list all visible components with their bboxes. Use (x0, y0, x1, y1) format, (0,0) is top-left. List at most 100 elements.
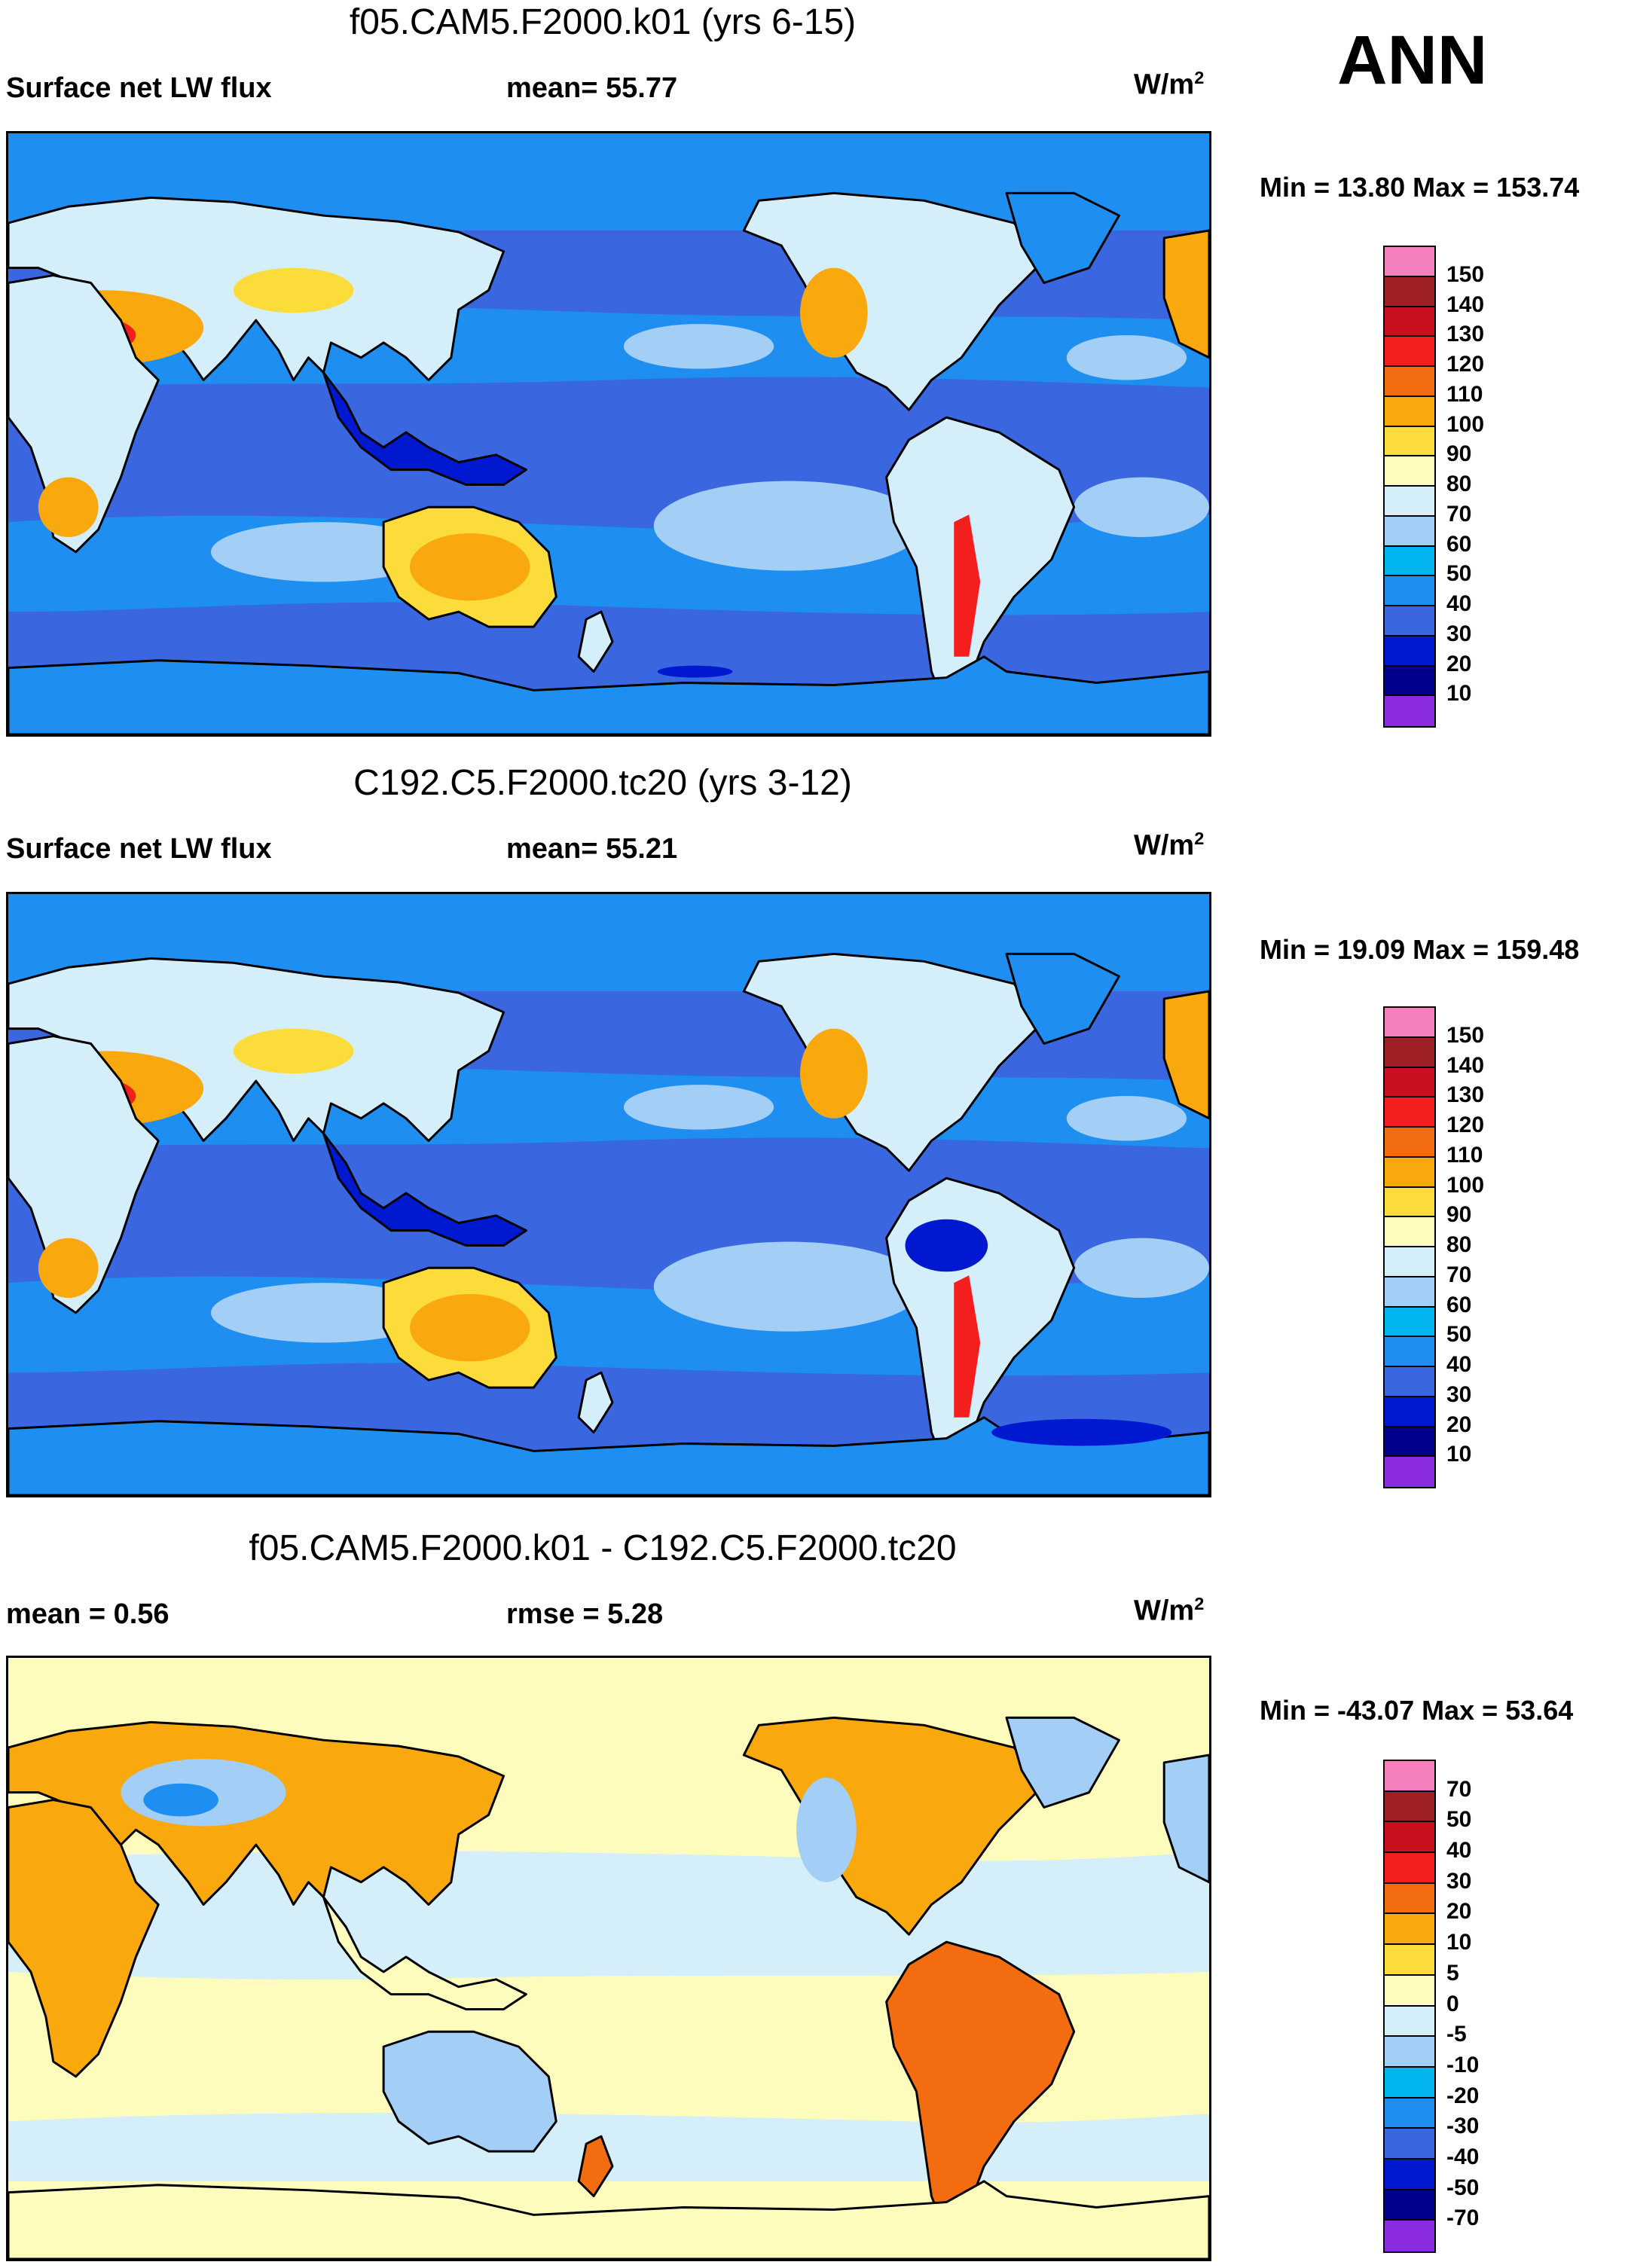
colorbar-swatch (1385, 636, 1434, 667)
subtropical-high-indian (210, 1283, 436, 1343)
land-maritime-continent (322, 1132, 527, 1247)
colorbar-tick-label: 110 (1446, 1142, 1483, 1168)
colorbar-tick-label: 10 (1446, 1930, 1472, 1955)
colorbar-tick-label: 90 (1446, 441, 1472, 467)
colorbar-tick-label: 20 (1446, 1412, 1472, 1437)
subtropical-high-npacific (623, 1085, 774, 1130)
land-antarctica (8, 1416, 1209, 1495)
colorbar-swatch (1385, 2037, 1434, 2068)
colorbar-tick-label: 140 (1446, 292, 1485, 317)
colorbar-tick-label: 60 (1446, 531, 1472, 557)
panel-1-field-label: Surface net LW flux (6, 72, 272, 104)
southern-ocean-low-flux (657, 665, 733, 678)
colorbar-tick-label: 100 (1446, 411, 1485, 437)
panel-3-mean-label: mean = 0.56 (6, 1598, 170, 1630)
panel-3-rmse-label: rmse = 5.28 (506, 1598, 664, 1630)
colorbar-swatch (1385, 1367, 1434, 1397)
desert-southwest-us (800, 1028, 868, 1119)
colorbar-swatch (1385, 2006, 1434, 2038)
colorbar-tick-label: 100 (1446, 1172, 1485, 1198)
desert-andes (954, 1275, 981, 1418)
colorbar-swatch (1385, 1008, 1434, 1038)
colorbar-tick-label: 130 (1446, 322, 1485, 347)
colorbar-swatch (1385, 1337, 1434, 1367)
panel-2-map (6, 892, 1211, 1497)
colorbar-swatch (1385, 1975, 1434, 2007)
colorbar-tick-label: -30 (1446, 2114, 1480, 2139)
colorbar-tick-label: 50 (1446, 1322, 1472, 1348)
colorbar-swatch (1385, 367, 1434, 397)
colorbar-swatch (1385, 1397, 1434, 1427)
colorbar-swatch (1385, 2129, 1434, 2160)
colorbar-tick-label: 80 (1446, 1232, 1472, 1257)
colorbar-swatch (1385, 396, 1434, 427)
colorbar-tick-label: 40 (1446, 1838, 1472, 1864)
colorbar-swatch (1385, 1914, 1434, 1946)
panel-2-min-max: Min = 19.09 Max = 159.48 (1260, 934, 1580, 965)
colorbar-tick-label: 70 (1446, 1776, 1472, 1802)
colorbar-swatch (1385, 546, 1434, 577)
colorbar-tick-label: 70 (1446, 501, 1472, 527)
diff-tibet-strong-negative (143, 1783, 218, 1817)
desert-australia (409, 533, 530, 601)
colorbar-tick-label: 20 (1446, 651, 1472, 676)
colorbar-tick-label: -20 (1446, 2083, 1480, 2108)
desert-central-asia (233, 1028, 354, 1074)
subtropical-high-natlantic (1066, 1095, 1187, 1141)
colorbar-tick-label: 40 (1446, 1352, 1472, 1377)
colorbar-swatch (1385, 1457, 1434, 1487)
colorbar-swatch (1385, 456, 1434, 487)
colorbar-swatch (1385, 1822, 1434, 1854)
panel-1-units: W/m2 (1134, 68, 1205, 101)
panel-3-colorbar (1383, 1760, 1436, 2253)
colorbar-swatch (1385, 1128, 1434, 1158)
colorbar-swatch (1385, 606, 1434, 636)
colorbar-swatch (1385, 1883, 1434, 1915)
colorbar-swatch (1385, 1791, 1434, 1823)
map-canvas (8, 133, 1209, 734)
colorbar-swatch (1385, 1945, 1434, 1976)
panel-3-title: f05.CAM5.F2000.k01 - C192.C5.F2000.tc20 (249, 1528, 957, 1568)
colorbar-tick-label: 30 (1446, 1868, 1472, 1894)
colorbar-swatch (1385, 426, 1434, 457)
land-greenland (1005, 191, 1120, 284)
desert-kalahari (38, 477, 99, 537)
colorbar-tick-label: 130 (1446, 1082, 1485, 1108)
colorbar-swatch (1385, 1853, 1434, 1884)
colorbar-tick-label: 80 (1446, 472, 1472, 496)
land-west-africa-edge (1162, 1754, 1209, 1884)
colorbar-swatch (1385, 337, 1434, 367)
panel-1-mean-label: mean= 55.77 (506, 72, 678, 104)
colorbar-tick-label: 30 (1446, 621, 1472, 646)
colorbar-swatch (1385, 2067, 1434, 2099)
land-maritime-continent (322, 371, 527, 486)
land-antarctica (8, 2180, 1209, 2259)
colorbar-tick-label: -70 (1446, 2205, 1480, 2231)
colorbar-swatch (1385, 2098, 1434, 2129)
desert-andes (954, 514, 981, 657)
land-africa (8, 274, 160, 554)
colorbar-tick-label: -40 (1446, 2144, 1480, 2169)
colorbar-swatch (1385, 1187, 1434, 1218)
colorbar-tick-label: 140 (1446, 1052, 1485, 1078)
desert-central-asia (233, 267, 354, 313)
land-africa (8, 1035, 160, 1314)
land-australia (382, 2030, 557, 2153)
colorbar-swatch (1385, 576, 1434, 606)
panel-3-map (6, 1656, 1211, 2261)
land-antarctica (8, 655, 1209, 734)
panel-1-map (6, 131, 1211, 737)
colorbar-tick-label: 110 (1446, 381, 1483, 407)
colorbar-tick-label: 10 (1446, 1442, 1472, 1467)
colorbar-swatch (1385, 1247, 1434, 1277)
colorbar-swatch (1385, 2190, 1434, 2221)
land-west-africa-edge (1162, 229, 1209, 359)
colorbar-tick-label: 10 (1446, 681, 1472, 707)
colorbar-swatch (1385, 1307, 1434, 1338)
colorbar-swatch (1385, 1067, 1434, 1098)
colorbar-tick-label: 120 (1446, 352, 1485, 377)
panel-3-units: W/m2 (1134, 1594, 1205, 1627)
season-label: ANN (1337, 22, 1488, 99)
colorbar-tick-label: 150 (1446, 261, 1485, 287)
subtropical-high-indian (210, 522, 436, 582)
